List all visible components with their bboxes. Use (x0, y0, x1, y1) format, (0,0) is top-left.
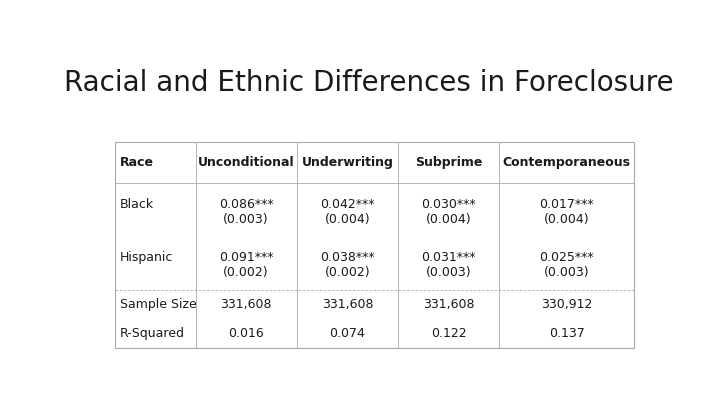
Text: 0.030***: 0.030*** (421, 198, 476, 211)
Text: 0.122: 0.122 (431, 327, 467, 340)
Text: Race: Race (120, 156, 154, 169)
Text: 0.038***: 0.038*** (320, 251, 374, 264)
Text: (0.002): (0.002) (223, 266, 269, 279)
Text: Unconditional: Unconditional (198, 156, 294, 169)
Text: 331,608: 331,608 (220, 298, 272, 311)
Text: (0.002): (0.002) (325, 266, 370, 279)
Text: Sample Size: Sample Size (120, 298, 197, 311)
Text: R-Squared: R-Squared (120, 327, 185, 340)
Text: Black: Black (120, 198, 154, 211)
Text: 0.137: 0.137 (549, 327, 585, 340)
Text: (0.004): (0.004) (544, 213, 590, 226)
Text: 0.091***: 0.091*** (219, 251, 274, 264)
Text: (0.003): (0.003) (544, 266, 590, 279)
Text: (0.004): (0.004) (325, 213, 370, 226)
Text: Hispanic: Hispanic (120, 251, 174, 264)
Text: 0.042***: 0.042*** (320, 198, 374, 211)
Text: 0.074: 0.074 (329, 327, 365, 340)
Text: 0.025***: 0.025*** (539, 251, 594, 264)
Text: (0.003): (0.003) (223, 213, 269, 226)
Text: 330,912: 330,912 (541, 298, 593, 311)
Text: 331,608: 331,608 (322, 298, 373, 311)
Text: 0.017***: 0.017*** (539, 198, 594, 211)
Text: (0.003): (0.003) (426, 266, 472, 279)
Text: Subprime: Subprime (415, 156, 482, 169)
Text: 0.031***: 0.031*** (421, 251, 476, 264)
Text: (0.004): (0.004) (426, 213, 472, 226)
Text: Contemporaneous: Contemporaneous (503, 156, 631, 169)
Text: 331,608: 331,608 (423, 298, 474, 311)
Text: Underwriting: Underwriting (302, 156, 393, 169)
Text: Racial and Ethnic Differences in Foreclosure: Racial and Ethnic Differences in Foreclo… (64, 69, 674, 97)
Text: 0.016: 0.016 (228, 327, 264, 340)
Text: 0.086***: 0.086*** (219, 198, 274, 211)
